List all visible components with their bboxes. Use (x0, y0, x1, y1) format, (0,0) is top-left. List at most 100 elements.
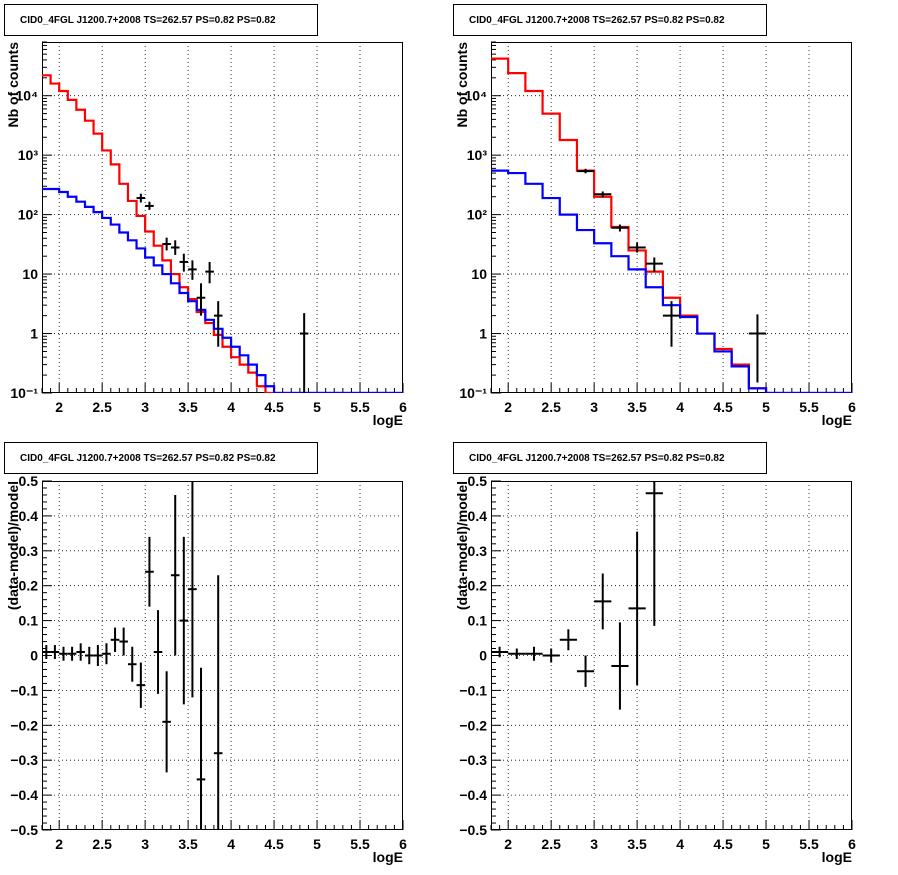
x-tick-label: 5 (313, 836, 321, 852)
y-tick-label: 0.2 (468, 578, 488, 594)
data-point (76, 643, 85, 661)
x-tick-label: 4.5 (264, 399, 284, 415)
y-tick-label: −0.3 (459, 752, 487, 768)
y-tick-label: 10² (467, 207, 488, 223)
data-point (299, 313, 309, 393)
data-point (93, 645, 103, 666)
data-point (508, 648, 526, 659)
x-tick-label: 3 (141, 399, 149, 415)
x-tick-label: 2.5 (541, 836, 561, 852)
data-point (136, 193, 146, 203)
x-tick-label: 3 (590, 836, 598, 852)
data-point (662, 301, 681, 347)
series-model-total (42, 74, 403, 393)
x-tick-label: 4.5 (264, 836, 284, 852)
data-point (559, 629, 577, 651)
data-point (525, 646, 543, 661)
x-tick-label: 6 (848, 399, 856, 415)
data-point (84, 646, 94, 665)
y-axis-label: Nb of counts (454, 42, 470, 128)
y-tick-label: 0.5 (19, 473, 39, 489)
data-point (196, 283, 206, 316)
x-tick-label: 3.5 (178, 399, 198, 415)
pad-residuals-right: CID0_4FGL J1200.7+2008 TS=262.57 PS=0.82… (453, 442, 856, 865)
y-tick-label: 10⁻¹ (10, 385, 38, 401)
x-tick-label: 6 (848, 836, 856, 852)
y-tick-label: 10² (18, 207, 39, 223)
data-point (162, 671, 171, 773)
x-tick-label: 2 (55, 836, 63, 852)
y-tick-label: −0.1 (459, 682, 487, 698)
x-tick-label: 6 (399, 399, 407, 415)
y-axis-label: (data-model)/model (5, 481, 21, 610)
y-tick-label: 10³ (18, 147, 39, 163)
x-tick-label: 2.5 (541, 399, 561, 415)
svg-text:CID0_4FGL J1200.7+2008 TS=262.: CID0_4FGL J1200.7+2008 TS=262.57 PS=0.82… (469, 453, 725, 464)
grid (42, 481, 403, 830)
chart-title: CID0_4FGL J1200.7+2008 TS=262.57 PS=0.82… (453, 442, 767, 474)
y-axis-label: (data-model)/model (454, 481, 470, 610)
x-tick-label: 4 (676, 836, 684, 852)
pad-residuals-left: CID0_4FGL J1200.7+2008 TS=262.57 PS=0.82… (4, 442, 407, 865)
grid (42, 42, 403, 393)
data-point (491, 646, 509, 658)
x-tick-label: 3 (590, 399, 598, 415)
y-tick-label: 10 (22, 266, 38, 282)
x-tick-label: 2 (55, 399, 63, 415)
data-point (102, 643, 111, 665)
data-point (188, 481, 197, 698)
x-tick-label: 5.5 (799, 836, 819, 852)
pad-counts-right: CID0_4FGL J1200.7+2008 TS=262.57 PS=0.82… (453, 4, 856, 428)
data-point (119, 627, 128, 656)
x-tick-label: 5.5 (350, 836, 370, 852)
x-tick-label: 3.5 (627, 836, 647, 852)
data-point (179, 536, 189, 705)
data-point (611, 224, 629, 232)
data-point (42, 645, 51, 659)
data-point (127, 646, 137, 682)
grid (491, 481, 852, 830)
y-tick-label: 10³ (467, 147, 488, 163)
y-tick-label: −0.5 (10, 822, 38, 838)
x-axis-label: logE (822, 412, 852, 428)
data-point (576, 168, 595, 174)
data-point (645, 481, 663, 626)
x-axis-label: logE (822, 849, 852, 865)
y-tick-label: 0.3 (468, 543, 488, 559)
x-axis-label: logE (373, 849, 403, 865)
y-tick-label: −0.4 (10, 787, 38, 803)
y-tick-label: 0.1 (468, 613, 488, 629)
chart-title: CID0_4FGL J1200.7+2008 TS=262.57 PS=0.82… (4, 4, 318, 36)
y-tick-label: 10⁻¹ (459, 385, 487, 401)
data-point (153, 610, 163, 694)
svg-text:CID0_4FGL J1200.7+2008 TS=262.: CID0_4FGL J1200.7+2008 TS=262.57 PS=0.82… (20, 15, 276, 26)
data-point (50, 645, 60, 659)
y-tick-label: 0.4 (19, 508, 39, 524)
axes (490, 480, 853, 831)
data-point (628, 242, 646, 253)
x-tick-label: 2.5 (92, 836, 112, 852)
chart-title: CID0_4FGL J1200.7+2008 TS=262.57 PS=0.82… (453, 4, 767, 36)
data-point (170, 240, 180, 255)
data-point (213, 575, 223, 830)
x-tick-label: 5 (762, 399, 770, 415)
data-point (188, 260, 197, 280)
data-point (213, 301, 223, 347)
x-tick-label: 5 (762, 836, 770, 852)
y-tick-label: −0.2 (10, 717, 38, 733)
x-tick-label: 5 (313, 399, 321, 415)
y-tick-label: 10⁴ (465, 88, 488, 104)
data-point (196, 667, 206, 830)
data-point (59, 646, 68, 661)
data-point (594, 191, 612, 198)
pad-counts-left: CID0_4FGL J1200.7+2008 TS=262.57 PS=0.82… (4, 4, 407, 428)
data-point (145, 536, 154, 607)
data-point (542, 648, 560, 663)
y-tick-label: 0.4 (468, 508, 488, 524)
y-tick-label: 0.5 (468, 473, 488, 489)
svg-text:CID0_4FGL J1200.7+2008 TS=262.: CID0_4FGL J1200.7+2008 TS=262.57 PS=0.82… (469, 15, 725, 26)
x-tick-label: 4.5 (713, 399, 733, 415)
y-tick-label: 10⁴ (16, 88, 39, 104)
y-tick-label: −0.1 (10, 682, 38, 698)
